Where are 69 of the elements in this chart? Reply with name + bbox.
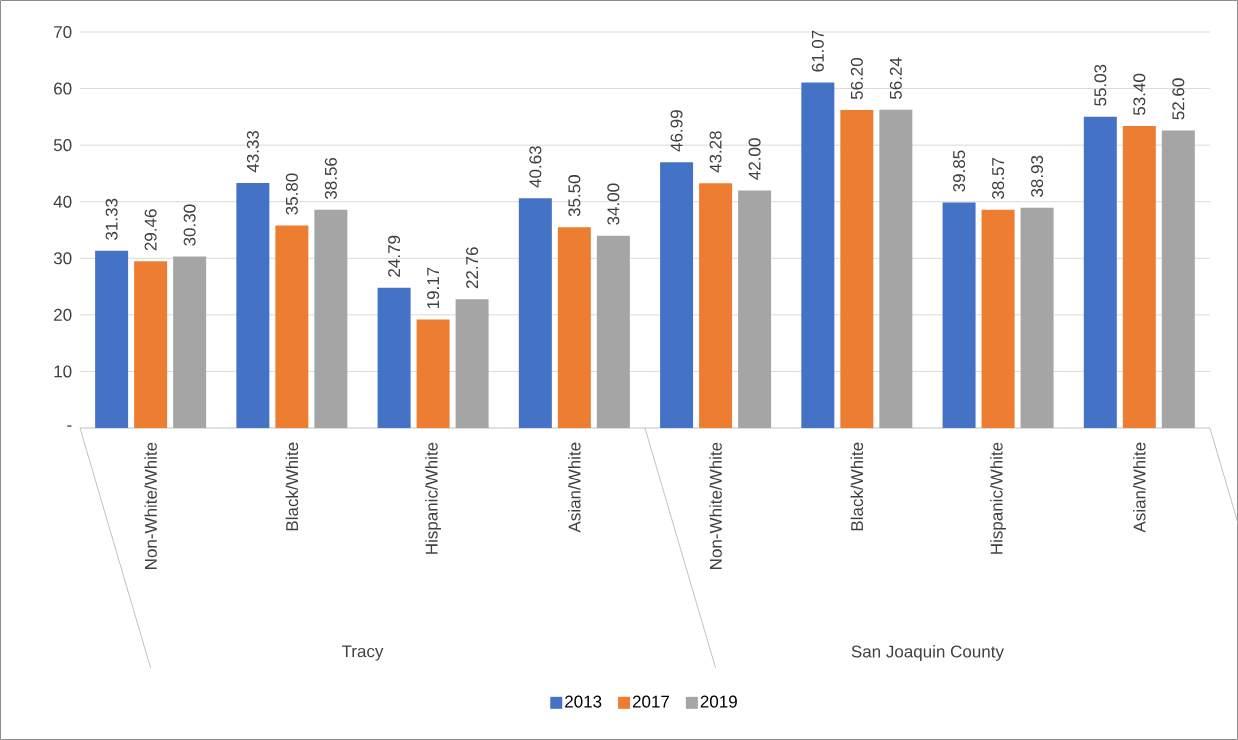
data-label: 38.93: [1031, 155, 1044, 197]
data-label: 29.46: [144, 209, 157, 251]
data-label: 35.80: [285, 173, 298, 215]
bar: [236, 182, 270, 428]
y-tick-label: 60: [54, 82, 72, 95]
legend-label: 2017: [632, 695, 670, 708]
bar: [1161, 130, 1195, 428]
legend-label: 2019: [700, 695, 737, 708]
data-label: 22.76: [466, 247, 479, 289]
data-label: 19.17: [427, 267, 440, 309]
bar: [377, 287, 411, 428]
bar: [173, 256, 207, 428]
y-tick-label: -: [67, 425, 72, 427]
bar: [942, 202, 976, 428]
bar: [1083, 116, 1117, 428]
bar: [1122, 125, 1156, 428]
data-label: 53.40: [1133, 73, 1146, 116]
data-label: 42.00: [748, 138, 761, 180]
text: Tracy: [341, 645, 384, 661]
legend-label: 2013: [565, 695, 602, 708]
y-tick-label: 10: [54, 365, 72, 378]
bar: [557, 227, 591, 428]
bar: [314, 209, 348, 428]
bar: [455, 299, 489, 428]
data-label: 30.30: [183, 204, 196, 246]
bar: [840, 110, 874, 428]
data-label: 38.57: [992, 157, 1005, 199]
y-tick-label: 70: [54, 25, 72, 39]
bar: [981, 209, 1015, 428]
x-tick-label: Non-White/White: [144, 442, 157, 569]
data-label: 61.07: [811, 30, 824, 72]
x-tick-label: Black/White: [850, 442, 864, 531]
y-tick-label: 40: [53, 195, 72, 208]
bar: [699, 183, 733, 428]
data-label: 31.33: [105, 198, 118, 240]
data-label: 43.28: [709, 131, 722, 173]
data-label: 34.00: [607, 183, 620, 225]
y-tick-label: 50: [53, 139, 72, 152]
data-label: 43.33: [246, 130, 259, 173]
y-tick-label: 20: [54, 308, 72, 321]
bar: [416, 319, 450, 428]
bar: [738, 190, 772, 428]
bar: [95, 250, 129, 428]
x-tick-label: Hispanic/White: [990, 442, 1006, 554]
x-tick-label: Asian/White: [568, 442, 581, 533]
data-label: 56.20: [850, 57, 863, 100]
bar: [879, 109, 913, 428]
y-tick-label: 30: [53, 252, 72, 265]
data-label: 55.03: [1094, 64, 1107, 106]
data-label: 38.56: [324, 157, 337, 200]
data-label: 39.85: [953, 150, 966, 192]
x-tick-label: Non-White/White: [709, 442, 722, 569]
bar: [1020, 207, 1054, 428]
data-label: 40.63: [529, 146, 542, 188]
bar: [660, 162, 694, 428]
text: San Joaquin County: [851, 645, 1004, 661]
bar: [275, 225, 309, 428]
data-label: 46.99: [670, 110, 683, 152]
data-label: 24.79: [388, 235, 401, 277]
bar: [134, 261, 168, 428]
bar: [801, 82, 835, 428]
bar: [518, 198, 552, 428]
bar: [596, 235, 630, 428]
data-label: 52.60: [1172, 78, 1185, 120]
data-label: 35.50: [568, 175, 581, 217]
x-tick-label: Hispanic/White: [425, 442, 442, 554]
data-label: 56.24: [889, 57, 902, 99]
x-tick-label: Black/White: [285, 442, 299, 531]
x-tick-label: Asian/White: [1133, 442, 1146, 533]
